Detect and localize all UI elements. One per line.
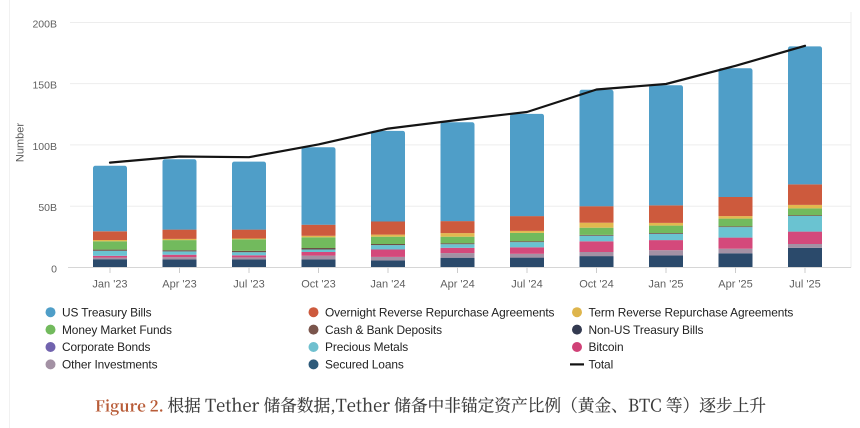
- svg-text:50B: 50B: [38, 202, 57, 214]
- svg-text:Bitcoin: Bitcoin: [589, 340, 624, 354]
- svg-text:Precious Metals: Precious Metals: [325, 340, 408, 354]
- svg-text:Non-US Treasury Bills: Non-US Treasury Bills: [589, 323, 704, 337]
- svg-text:Term Reverse Repurchase Agreem: Term Reverse Repurchase Agreements: [589, 305, 794, 319]
- svg-text:Oct '24: Oct '24: [579, 279, 614, 291]
- svg-text:Jul '23: Jul '23: [233, 279, 264, 291]
- svg-text:100B: 100B: [32, 141, 57, 153]
- svg-text:Apr '24: Apr '24: [440, 279, 475, 291]
- svg-text:Jul '24: Jul '24: [511, 279, 542, 291]
- svg-text:Corporate Bonds: Corporate Bonds: [62, 340, 151, 354]
- svg-text:Oct '23: Oct '23: [301, 279, 336, 291]
- svg-text:150B: 150B: [32, 80, 57, 92]
- svg-text:US Treasury Bills: US Treasury Bills: [62, 305, 152, 319]
- svg-text:Jul '25: Jul '25: [789, 279, 820, 291]
- svg-text:Jan '24: Jan '24: [370, 279, 405, 291]
- svg-text:Other Investments: Other Investments: [62, 358, 158, 372]
- svg-text:Cash & Bank Deposits: Cash & Bank Deposits: [325, 323, 442, 337]
- svg-text:Jan '23: Jan '23: [92, 279, 127, 291]
- svg-text:Total: Total: [589, 358, 614, 372]
- svg-text:Money Market Funds: Money Market Funds: [62, 323, 172, 337]
- svg-text:Number: Number: [15, 123, 27, 162]
- svg-text:Apr '25: Apr '25: [718, 279, 753, 291]
- svg-text:Overnight Reverse Repurchase A: Overnight Reverse Repurchase Agreements: [325, 305, 555, 319]
- svg-text:0: 0: [51, 263, 57, 275]
- svg-text:200B: 200B: [32, 18, 57, 30]
- svg-text:Apr '23: Apr '23: [162, 279, 197, 291]
- svg-text:Jan '25: Jan '25: [648, 279, 683, 291]
- svg-text:Secured Loans: Secured Loans: [325, 358, 404, 372]
